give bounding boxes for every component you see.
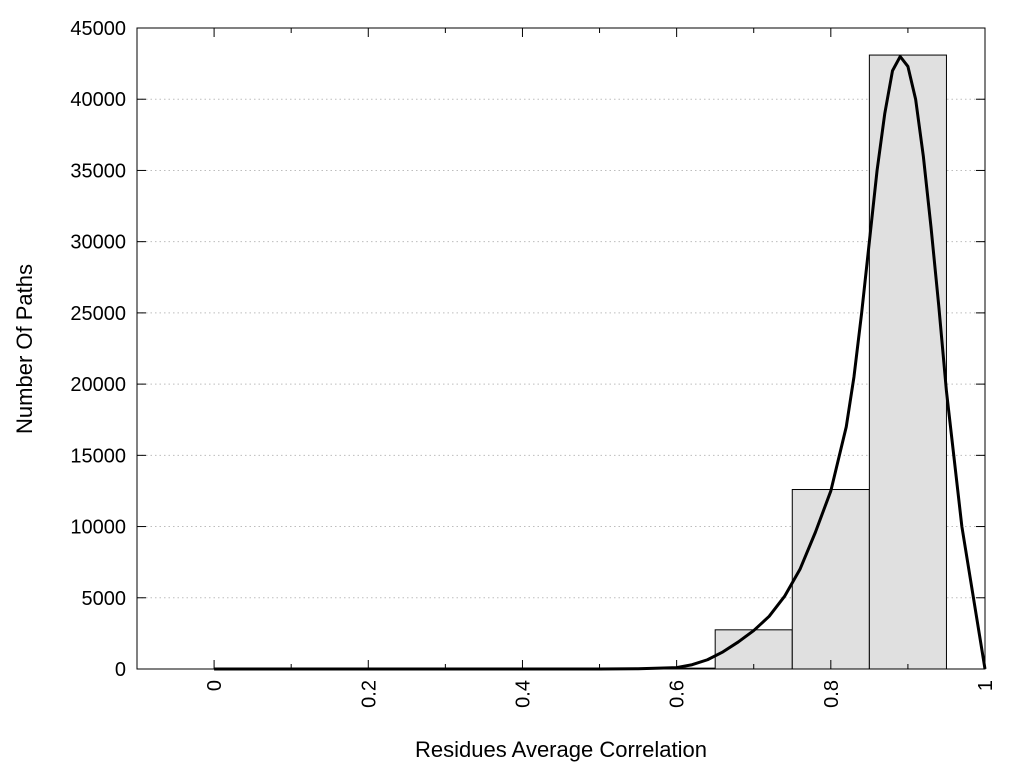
x-tick-label: 0.6 <box>667 680 689 708</box>
y-tick-label: 10000 <box>70 517 126 539</box>
x-tick-label: 0 <box>204 680 226 691</box>
y-tick-label: 40000 <box>70 89 126 111</box>
y-tick-label: 20000 <box>70 374 126 396</box>
x-tick-label: 1 <box>975 680 997 691</box>
y-tick-label: 30000 <box>70 232 126 254</box>
y-tick-label: 5000 <box>82 588 127 610</box>
y-tick-label: 25000 <box>70 303 126 325</box>
x-tick-labels: 0 0.2 0.4 0.6 0.8 1 <box>204 680 997 708</box>
y-tick-label: 15000 <box>70 445 126 467</box>
y-tick-label: 45000 <box>70 18 126 40</box>
y-tick-label: 0 <box>115 659 126 681</box>
histogram-bars <box>637 54 947 670</box>
y-axis-title: Number Of Paths <box>12 264 37 434</box>
x-tick-label: 0.8 <box>821 680 843 708</box>
axis-ticks <box>137 27 986 670</box>
y-tick-label: 35000 <box>70 160 126 182</box>
x-tick-label: 0.4 <box>512 680 534 708</box>
histogram-bar <box>868 54 947 670</box>
y-tick-labels: 0 5000 10000 15000 20000 25000 30000 35000 40000… <box>70 18 126 681</box>
plot-frame <box>136 27 986 670</box>
histogram-bar <box>791 489 870 670</box>
x-tick-label: 0.2 <box>358 680 380 708</box>
x-axis-title: Residues Average Correlation <box>415 737 707 762</box>
